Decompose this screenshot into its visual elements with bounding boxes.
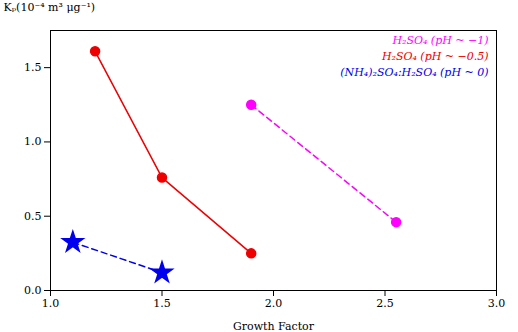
svg-text:0.0: 0.0 — [24, 284, 42, 297]
svg-text:Growth Factor: Growth Factor — [233, 320, 315, 332]
svg-text:0.5: 0.5 — [24, 210, 42, 223]
svg-text:H₂SO₄ (pH ~ −1): H₂SO₄ (pH ~ −1) — [391, 34, 488, 47]
svg-text:3.0: 3.0 — [488, 297, 506, 310]
svg-text:H₂SO₄ (pH ~ −0.5): H₂SO₄ (pH ~ −0.5) — [381, 50, 489, 63]
svg-text:1.5: 1.5 — [153, 297, 171, 310]
svg-text:2.0: 2.0 — [265, 297, 283, 310]
svg-text:1.5: 1.5 — [24, 61, 42, 74]
svg-text:1.0: 1.0 — [24, 135, 42, 148]
svg-text:(NH₄)₂SO₄:H₂SO₄ (pH ~ 0): (NH₄)₂SO₄:H₂SO₄ (pH ~ 0) — [340, 66, 488, 79]
svg-text:1.0: 1.0 — [42, 297, 60, 310]
svg-text:2.5: 2.5 — [376, 297, 394, 310]
svg-text:Kₚ(10⁻⁴ m³ μg⁻¹): Kₚ(10⁻⁴ m³ μg⁻¹) — [4, 1, 96, 14]
